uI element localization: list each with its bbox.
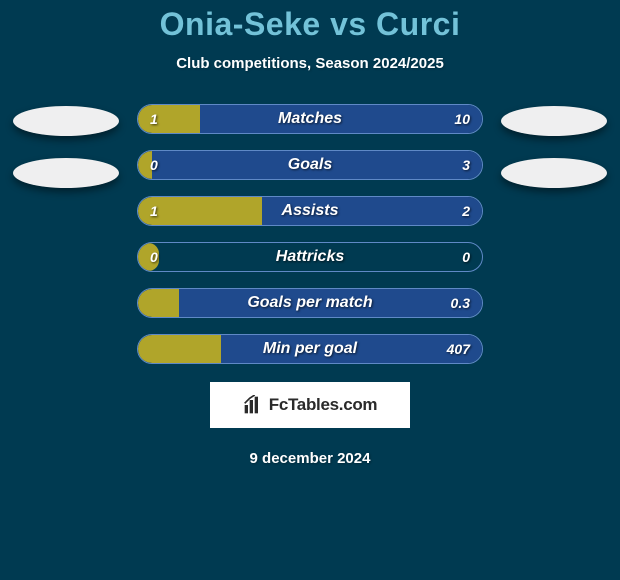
page-title: Onia-Seke vs Curci: [160, 6, 461, 43]
stat-value-right: 2: [462, 203, 470, 219]
stat-label: Hattricks: [276, 248, 344, 266]
player2-avatar: [501, 106, 607, 136]
stat-value-right: 0: [462, 249, 470, 265]
stat-value-left: 0: [150, 249, 158, 265]
stat-value-left: 1: [150, 111, 158, 127]
stat-row: Goals per match 0.3: [137, 288, 483, 318]
stat-value-left: 0: [150, 157, 158, 173]
date-label: 9 december 2024: [250, 450, 371, 467]
right-avatar-column: [499, 104, 609, 188]
stat-label: Matches: [278, 110, 342, 128]
stat-value-right: 407: [447, 341, 470, 357]
left-avatar-column: [11, 104, 121, 188]
stat-label: Goals: [288, 156, 332, 174]
stats-area: Matches110Goals03Assists12Hattricks00Goa…: [11, 104, 609, 364]
stat-fill-left: [138, 335, 221, 363]
stat-row: Hattricks 0 0: [137, 242, 483, 272]
player1-team-avatar: [13, 158, 119, 188]
stat-label: Min per goal: [263, 340, 357, 358]
player2-team-avatar: [501, 158, 607, 188]
badge-label: FcTables.com: [269, 395, 378, 415]
stat-value-right: 0.3: [451, 295, 470, 311]
stat-row: Matches 1 10: [137, 104, 483, 134]
stat-label: Assists: [282, 202, 339, 220]
comparison-card: Onia-Seke vs Curci Club competitions, Se…: [0, 0, 620, 580]
source-badge[interactable]: FcTables.com: [210, 382, 410, 428]
stat-row: Min per goal 407: [137, 334, 483, 364]
stat-label: Goals per match: [247, 294, 372, 312]
stat-row: Assists 1 2: [137, 196, 483, 226]
stat-value-right: 10: [454, 111, 470, 127]
stat-fill-left: [138, 289, 179, 317]
stat-value-left: 1: [150, 203, 158, 219]
stat-value-right: 3: [462, 157, 470, 173]
player1-avatar: [13, 106, 119, 136]
chart-icon: [243, 395, 263, 415]
stat-bars: Matches110Goals03Assists12Hattricks00Goa…: [137, 104, 483, 364]
subtitle: Club competitions, Season 2024/2025: [176, 55, 444, 72]
stat-fill-left: [138, 105, 200, 133]
stat-row: Goals 0 3: [137, 150, 483, 180]
